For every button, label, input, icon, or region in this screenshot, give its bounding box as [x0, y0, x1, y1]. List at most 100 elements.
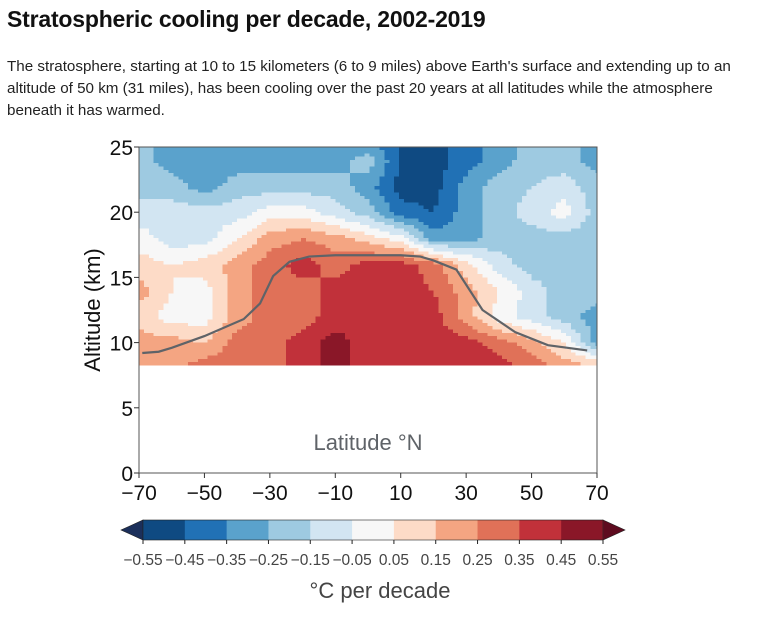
contour-cell: [261, 152, 268, 157]
contour-cell: [291, 152, 297, 157]
contour-cell: [178, 234, 184, 239]
contour-cell: [315, 172, 322, 177]
contour-cell: [300, 198, 307, 203]
contour-cell: [477, 296, 484, 301]
contour-cell: [428, 147, 435, 151]
contour-cell: [217, 293, 224, 297]
contour-cell: [232, 283, 238, 288]
contour-cell: [384, 345, 390, 350]
contour-cell: [350, 182, 356, 187]
contour-cell: [197, 283, 204, 288]
contour-cell: [418, 283, 425, 288]
contour-cell: [384, 195, 390, 200]
contour-cell: [310, 260, 317, 265]
contour-cell: [472, 325, 479, 330]
contour-cell: [335, 257, 341, 262]
contour-cell: [300, 361, 307, 366]
contour-cell: [173, 156, 179, 160]
contour-cell: [192, 280, 199, 284]
contour-cell: [153, 348, 160, 353]
contour-cell: [354, 240, 361, 245]
contour-cell: [448, 354, 454, 359]
contour-cell: [266, 149, 273, 154]
contour-cell: [192, 325, 199, 330]
contour-cell: [296, 322, 302, 327]
contour-cell: [188, 315, 194, 320]
contour-cell: [472, 165, 479, 170]
contour-cell: [139, 250, 145, 255]
contour-cell: [428, 247, 435, 252]
contour-cell: [315, 345, 322, 350]
contour-cell: [232, 280, 238, 284]
contour-cell: [217, 322, 224, 327]
contour-cell: [143, 260, 150, 265]
contour-cell: [212, 198, 219, 203]
contour-cell: [359, 312, 366, 317]
contour-cell: [330, 182, 336, 187]
contour-cell: [379, 178, 385, 183]
contour-cell: [168, 286, 174, 291]
contour-cell: [399, 345, 405, 350]
contour-cell: [462, 162, 469, 167]
contour-cell: [350, 175, 356, 180]
contour-cell: [330, 341, 336, 346]
contour-cell: [237, 198, 243, 203]
contour-cell: [158, 165, 165, 170]
contour-cell: [305, 309, 312, 314]
contour-cell: [350, 218, 356, 222]
contour-cell: [242, 211, 248, 216]
contour-cell: [222, 218, 228, 222]
contour-cell: [192, 218, 199, 222]
contour-cell: [369, 165, 376, 170]
contour-cell: [197, 244, 204, 249]
contour-cell: [286, 250, 292, 255]
contour-cell: [212, 227, 219, 232]
contour-cell: [300, 289, 307, 294]
contour-cell: [202, 191, 209, 196]
contour-cell: [183, 224, 189, 229]
contour-cell: [291, 358, 297, 363]
contour-cell: [158, 224, 165, 229]
contour-cell: [168, 159, 174, 164]
contour-cell: [487, 149, 493, 154]
contour-cell: [418, 240, 425, 245]
contour-cell: [340, 283, 346, 288]
contour-cell: [433, 322, 439, 327]
contour-cell: [168, 237, 174, 242]
contour-cell: [448, 302, 454, 307]
contour-cell: [296, 332, 302, 337]
contour-cell: [359, 149, 366, 154]
contour-cell: [202, 227, 209, 232]
contour-cell: [472, 240, 479, 245]
contour-cell: [148, 270, 155, 275]
contour-cell: [492, 221, 498, 226]
contour-cell: [467, 162, 474, 167]
contour-cell: [477, 348, 484, 353]
contour-cell: [197, 152, 204, 157]
contour-cell: [148, 175, 155, 180]
contour-cell: [389, 178, 395, 183]
contour-cell: [408, 240, 415, 245]
contour-cell: [330, 198, 336, 203]
contour-cell: [330, 147, 336, 151]
contour-cell: [340, 293, 346, 297]
contour-cell: [350, 195, 356, 200]
contour-cell: [350, 159, 356, 164]
contour-cell: [359, 319, 366, 323]
contour-cell: [330, 211, 336, 216]
contour-cell: [251, 289, 258, 294]
contour-cell: [418, 315, 425, 320]
contour-cell: [291, 205, 297, 209]
contour-cell: [242, 335, 248, 340]
contour-cell: [482, 296, 489, 301]
contour-cell: [364, 231, 371, 235]
contour-cell: [340, 169, 346, 174]
contour-cell: [188, 147, 194, 151]
contour-cell: [359, 325, 366, 330]
contour-cell: [158, 302, 165, 307]
contour-cell: [482, 325, 489, 330]
contour-cell: [168, 358, 174, 363]
contour-cell: [281, 293, 287, 297]
contour-cell: [261, 218, 268, 222]
contour-cell: [217, 149, 224, 154]
